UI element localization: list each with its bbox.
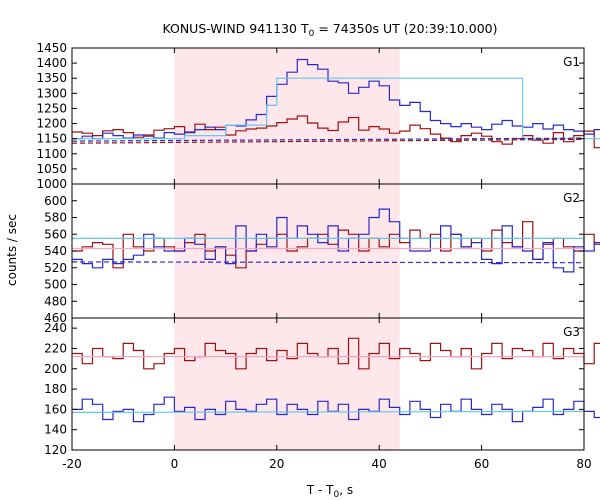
y-axis-label: counts / sec <box>5 214 19 286</box>
g2-y-tick-label: 580 <box>44 211 67 225</box>
g2-y-tick-label: 600 <box>44 194 67 208</box>
g1-y-tick-label: 1250 <box>36 101 67 115</box>
x-tick-label: 60 <box>474 457 489 471</box>
g2-series-blue <box>72 208 600 273</box>
g2-y-tick-label: 460 <box>44 311 67 325</box>
g3-panel-label: G3 <box>563 325 580 339</box>
g3-y-tick-label: 220 <box>44 341 67 355</box>
g2-y-tick-label: 500 <box>44 278 67 292</box>
g2-series-blue-fit <box>71 261 585 264</box>
g1-y-tick-label: 1200 <box>36 117 67 131</box>
g3-series-light-blue-fit <box>71 410 585 413</box>
g3-panel-frame <box>71 317 585 451</box>
g2-panel-label: G2 <box>563 191 580 205</box>
chart-title: KONUS-WIND 941130 T0 = 74350s UT (20:39:… <box>162 21 497 39</box>
g1-y-tick-label: 1400 <box>36 56 67 70</box>
g1-y-tick-label: 1350 <box>36 71 67 85</box>
g1-series-blue-fit <box>71 137 585 142</box>
g1-y-tick-label: 1100 <box>36 147 67 161</box>
g2-y-tick-label: 540 <box>44 244 67 258</box>
x-axis-label-main: T - T <box>306 483 334 497</box>
g2-y-tick-label: 560 <box>44 227 67 241</box>
g1-y-tick-label: 1000 <box>36 177 67 191</box>
g1-y-tick-label: 1450 <box>36 41 67 55</box>
g3-y-tick-label: 140 <box>44 423 67 437</box>
x-axis-label-rest: , s <box>339 483 353 497</box>
g1-panel-label: G1 <box>563 55 580 69</box>
chart-title-rest: = 74350s UT (20:39:10.000) <box>314 21 497 36</box>
x-axis-label-subscript: 0 <box>334 490 340 500</box>
chart-title-main: KONUS-WIND 941130 T <box>162 21 308 36</box>
g3-y-tick-label: 240 <box>44 321 67 335</box>
x-tick-label: 0 <box>171 457 179 471</box>
plot-area: 1000105011001150120012501300135014001450… <box>36 41 600 471</box>
g3-y-tick-label: 200 <box>44 362 67 376</box>
svg-text:KONUS-WIND 941130 T0 = 74350s: KONUS-WIND 941130 T0 = 74350s UT (20:39:… <box>162 21 497 39</box>
x-tick-label: 20 <box>269 457 284 471</box>
x-tick-label: 80 <box>576 457 591 471</box>
g2-y-tick-label: 480 <box>44 294 67 308</box>
g1-y-tick-label: 1050 <box>36 162 67 176</box>
g3-y-tick-label: 180 <box>44 382 67 396</box>
g1-y-tick-label: 1300 <box>36 86 67 100</box>
g1-series-light-blue <box>72 77 600 140</box>
g1-y-tick-label: 1150 <box>36 132 67 146</box>
g2-y-tick-label: 520 <box>44 261 67 275</box>
chart-title-subscript: 0 <box>309 29 315 39</box>
g3-y-tick-label: 120 <box>44 443 67 457</box>
x-tick-label: -20 <box>62 457 82 471</box>
g1-series-red-fit <box>71 138 585 144</box>
x-tick-label: 40 <box>372 457 387 471</box>
x-axis-label: T - T0, s <box>306 483 353 500</box>
g3-y-tick-label: 160 <box>44 402 67 416</box>
